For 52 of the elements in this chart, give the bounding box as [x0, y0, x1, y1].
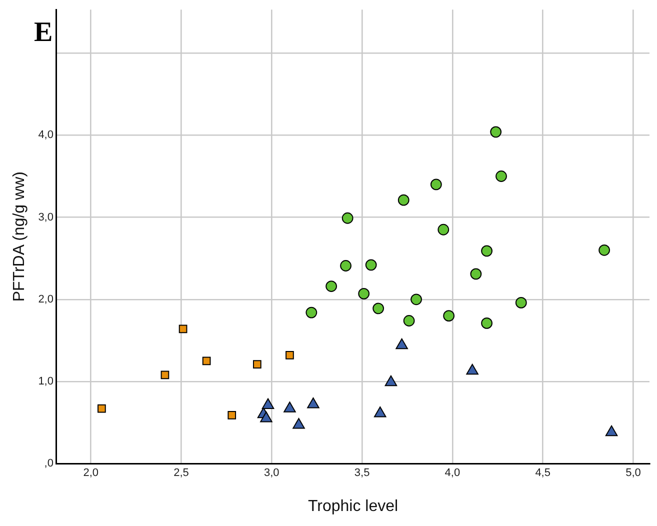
point [398, 194, 410, 206]
point [396, 338, 408, 350]
point [202, 356, 211, 366]
point [292, 418, 305, 429]
point [160, 370, 170, 380]
y-axis-title: PFTrDA (ng/g ww) [11, 172, 28, 302]
point [466, 364, 478, 375]
point [443, 310, 455, 322]
point [178, 324, 188, 334]
point [430, 178, 442, 190]
point [598, 244, 610, 256]
point [253, 360, 262, 368]
y-tick-label: 3,0 [38, 211, 54, 224]
x-tick-label: 5,0 [626, 467, 641, 480]
point [340, 260, 352, 272]
point [496, 170, 507, 182]
point [326, 280, 337, 292]
point [470, 268, 482, 280]
point [306, 306, 318, 318]
point [438, 224, 450, 236]
point [372, 302, 384, 314]
point [490, 126, 502, 138]
point [228, 410, 236, 420]
point [374, 406, 386, 418]
point [286, 351, 294, 360]
point [358, 288, 370, 300]
point [410, 294, 422, 306]
y-tick-label: ,0 [44, 458, 54, 470]
point [403, 315, 415, 326]
x-tick-label: 2,0 [83, 467, 98, 480]
point [365, 259, 377, 271]
point [98, 404, 106, 413]
point [481, 318, 492, 329]
point [262, 398, 274, 410]
x-tick-label: 3,0 [264, 467, 280, 480]
point [260, 411, 272, 422]
chart-title: E [34, 17, 53, 48]
x-tick-label: 3,5 [354, 467, 370, 480]
point [515, 296, 527, 308]
point [481, 245, 492, 257]
point [342, 212, 354, 224]
y-tick-label: 4,0 [38, 129, 54, 142]
x-axis-title: Trophic level [308, 498, 398, 515]
x-tick-label: 4,0 [444, 467, 460, 480]
y-tick-label: 1,0 [38, 376, 54, 388]
point [284, 402, 296, 412]
point [384, 375, 398, 386]
x-tick-label: 4,5 [535, 467, 550, 480]
point [605, 425, 618, 436]
x-tick-label: 2,5 [174, 467, 189, 480]
point [307, 397, 320, 408]
y-tick-label: 2,0 [38, 293, 54, 306]
